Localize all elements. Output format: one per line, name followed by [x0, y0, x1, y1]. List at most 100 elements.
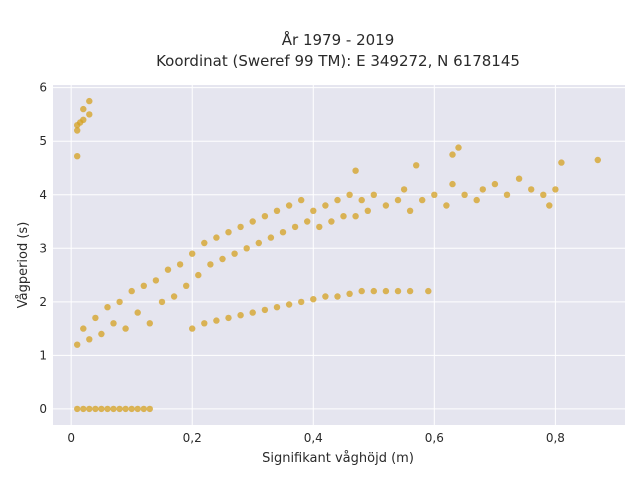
- data-point: [540, 191, 547, 198]
- data-point: [134, 405, 141, 413]
- data-point: [261, 306, 269, 314]
- data-point: [285, 301, 293, 308]
- data-point: [122, 325, 129, 332]
- data-point: [443, 202, 450, 209]
- data-point: [340, 213, 347, 220]
- data-point: [201, 239, 208, 247]
- data-point: [201, 320, 208, 327]
- x-tick-label: 0: [67, 431, 75, 445]
- data-point: [158, 298, 166, 306]
- data-point: [80, 116, 87, 124]
- data-point: [503, 191, 511, 198]
- data-points: [74, 97, 601, 413]
- data-point: [183, 282, 190, 289]
- data-point: [594, 156, 601, 164]
- grid-lines: [53, 85, 625, 425]
- data-point: [370, 287, 377, 295]
- y-tick-labels: 0 1 2 3 4 5 6: [39, 81, 47, 416]
- data-point: [291, 223, 299, 231]
- y-tick-label: 4: [39, 188, 47, 202]
- data-point: [237, 223, 244, 231]
- data-point: [116, 298, 123, 306]
- data-point: [358, 196, 365, 204]
- data-point: [352, 167, 359, 174]
- data-point: [86, 97, 93, 105]
- data-point: [116, 405, 123, 413]
- data-point: [213, 317, 220, 324]
- data-point: [406, 287, 414, 295]
- data-point: [189, 325, 196, 332]
- data-point: [237, 312, 244, 319]
- data-point: [425, 287, 432, 295]
- x-tick-labels: 0 0,2 0,4 0,6 0,8: [67, 431, 565, 445]
- data-point: [285, 202, 293, 209]
- data-point: [255, 239, 262, 247]
- y-tick-label: 0: [39, 402, 47, 416]
- data-point: [122, 405, 129, 413]
- data-point: [273, 207, 281, 214]
- data-point: [449, 151, 456, 158]
- data-point: [358, 287, 365, 295]
- y-tick-label: 6: [39, 81, 47, 95]
- data-point: [310, 296, 317, 303]
- data-point: [140, 282, 147, 289]
- data-point: [225, 314, 232, 322]
- y-tick-label: 3: [39, 241, 47, 255]
- data-point: [98, 405, 105, 413]
- data-point: [310, 207, 317, 214]
- data-point: [449, 180, 456, 188]
- data-point: [243, 245, 250, 252]
- data-point: [394, 196, 402, 204]
- data-point: [249, 309, 256, 316]
- data-point: [104, 304, 111, 311]
- data-point: [104, 405, 111, 413]
- data-point: [546, 202, 553, 209]
- data-point: [334, 293, 341, 300]
- data-point: [80, 325, 87, 332]
- chart-subtitle: Koordinat (Sweref 99 TM): E 349272, N 61…: [156, 52, 520, 70]
- data-point: [279, 229, 287, 236]
- data-point: [164, 266, 172, 273]
- data-point: [528, 186, 535, 193]
- data-point: [170, 293, 178, 300]
- data-point: [431, 191, 438, 198]
- data-point: [74, 153, 81, 160]
- data-point: [346, 191, 353, 198]
- chart-title: År 1979 - 2019: [282, 30, 395, 49]
- data-point: [364, 207, 371, 214]
- data-point: [352, 213, 359, 220]
- data-point: [370, 191, 377, 198]
- data-point: [110, 405, 117, 413]
- data-point: [110, 320, 117, 327]
- data-point: [298, 196, 305, 204]
- data-point: [176, 261, 184, 268]
- data-point: [80, 405, 87, 413]
- data-point: [419, 196, 426, 204]
- data-point: [146, 405, 153, 413]
- data-point: [382, 202, 390, 209]
- y-axis-title: Vågperiod (s): [16, 222, 31, 309]
- data-point: [413, 162, 420, 169]
- data-point: [195, 271, 202, 279]
- data-point: [98, 330, 105, 338]
- y-tick-label: 5: [39, 134, 47, 148]
- data-point: [189, 250, 196, 257]
- data-point: [225, 229, 232, 236]
- data-point: [231, 250, 238, 257]
- data-point: [86, 336, 93, 343]
- data-point: [207, 261, 214, 268]
- data-point: [86, 405, 93, 413]
- data-point: [213, 234, 220, 241]
- data-point: [479, 186, 486, 193]
- data-point: [491, 180, 499, 188]
- data-point: [406, 207, 414, 214]
- plot-area: [53, 85, 625, 425]
- data-point: [322, 202, 329, 209]
- x-tick-label: 0,2: [183, 431, 202, 445]
- y-tick-label: 2: [39, 295, 47, 309]
- x-tick-label: 0,6: [425, 431, 444, 445]
- data-point: [92, 405, 99, 413]
- x-tick-label: 0,8: [546, 431, 565, 445]
